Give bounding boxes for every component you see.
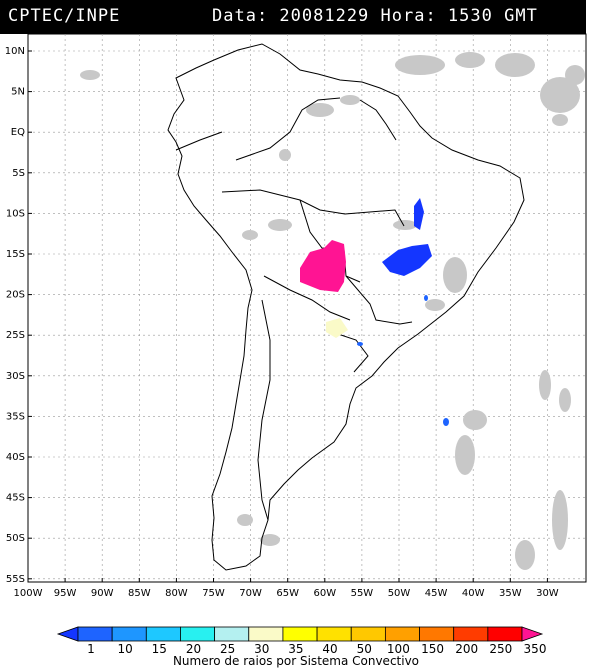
lat-label: 5N (11, 87, 25, 98)
country-border-6 (325, 329, 369, 373)
convective-system-cream (326, 318, 348, 338)
convective-systems (300, 198, 449, 426)
longitude-labels: 100W 95W 90W 85W 80W 75W 70W 65W 60W 55W 50W 45W 40W… (14, 588, 559, 599)
legend-swatch (145, 626, 181, 642)
legend-tick-label: 1 (87, 642, 95, 656)
convective-system-blue-small (414, 198, 424, 230)
lat-label: 5S (12, 168, 25, 179)
cloud-cover (80, 52, 585, 570)
convective-system-blue-large (382, 244, 432, 276)
lon-label: 90W (91, 588, 114, 599)
legend-tick-label: 35 (288, 642, 303, 656)
legend-swatch (248, 626, 284, 642)
datetime-label: Data: 20081229 Hora: 1530 GMT (212, 6, 538, 26)
lon-label: 35W (499, 588, 522, 599)
lon-label: 85W (128, 588, 151, 599)
convective-system-pink (300, 240, 346, 292)
map-frame (27, 33, 587, 583)
legend-tick-label: 30 (254, 642, 269, 656)
legend-tick-label: 20 (186, 642, 201, 656)
legend-arrow-left (56, 626, 79, 642)
lon-label: 30W (536, 588, 559, 599)
lat-label: 35S (6, 411, 25, 422)
legend-tick-label: 350 (524, 642, 547, 656)
legend-arrow-right (521, 626, 544, 642)
lat-label: 55S (6, 574, 25, 585)
legend-swatch (77, 626, 113, 642)
legend-tick-label: 15 (152, 642, 167, 656)
latitude-labels: 10N 5N EQ 5S 10S 15S 20S 25S 30S 35S 40S 45S 50S 55S (5, 46, 25, 585)
convective-system-blue-dot2 (424, 295, 428, 301)
lat-label: 45S (6, 493, 25, 504)
legend-swatch (214, 626, 250, 642)
graticule (27, 34, 586, 582)
lon-label: 75W (202, 588, 225, 599)
legend-swatch (453, 626, 489, 642)
legend-swatch (316, 626, 352, 642)
country-border-1 (221, 189, 405, 227)
legend-tick-label: 40 (322, 642, 337, 656)
lon-label: 65W (276, 588, 299, 599)
legend-tick-label: 10 (118, 642, 133, 656)
legend-swatch (384, 626, 420, 642)
color-legend: 1 10 15 20 25 30 35 40 50 100 150 200 250 350 (56, 626, 547, 656)
legend-tick-label: 250 (489, 642, 512, 656)
legend-tick-label: 25 (220, 642, 235, 656)
convective-system-blue-dot (443, 418, 449, 426)
lon-label: 80W (165, 588, 188, 599)
lat-label: 15S (6, 249, 25, 260)
lon-label: 55W (351, 588, 374, 599)
coastlines-borders (167, 43, 525, 571)
legend-tick-label: 50 (357, 642, 372, 656)
lon-label: 70W (239, 588, 262, 599)
legend-swatch (111, 626, 147, 642)
country-border-9 (175, 131, 223, 151)
lon-label: 100W (14, 588, 43, 599)
lat-label: 40S (6, 452, 25, 463)
legend-tick-label: 100 (387, 642, 410, 656)
lat-label: 10S (6, 208, 25, 219)
legend-caption: Numero de raios por Sistema Convectivo (173, 654, 419, 668)
legend-swatch (419, 626, 455, 642)
legend-swatch (180, 626, 216, 642)
legend-tick-label: 200 (455, 642, 478, 656)
lat-label: 50S (6, 533, 25, 544)
country-border-4 (263, 275, 351, 321)
lat-label: 10N (5, 46, 25, 57)
title-bar: CPTEC/INPE Data: 20081229 Hora: 1530 GMT (0, 0, 586, 34)
country-border-8 (359, 99, 397, 141)
convective-system-blue-dot3 (357, 342, 363, 346)
country-border-2 (235, 97, 341, 161)
legend-tick-label: 150 (421, 642, 444, 656)
lon-label: 45W (425, 588, 448, 599)
lon-label: 40W (462, 588, 485, 599)
lat-label: 30S (6, 371, 25, 382)
south-america-coastline (167, 43, 525, 571)
source-label: CPTEC/INPE (8, 6, 121, 26)
lon-label: 60W (313, 588, 336, 599)
lon-label: 95W (54, 588, 77, 599)
lat-label: 20S (6, 290, 25, 301)
country-border-7 (257, 299, 271, 521)
country-border-5 (345, 275, 413, 325)
lat-label: 25S (6, 330, 25, 341)
legend-swatch (350, 626, 386, 642)
lon-label: 50W (388, 588, 411, 599)
legend-swatch (282, 626, 318, 642)
legend-swatch (487, 626, 523, 642)
lat-label: EQ (11, 127, 25, 138)
